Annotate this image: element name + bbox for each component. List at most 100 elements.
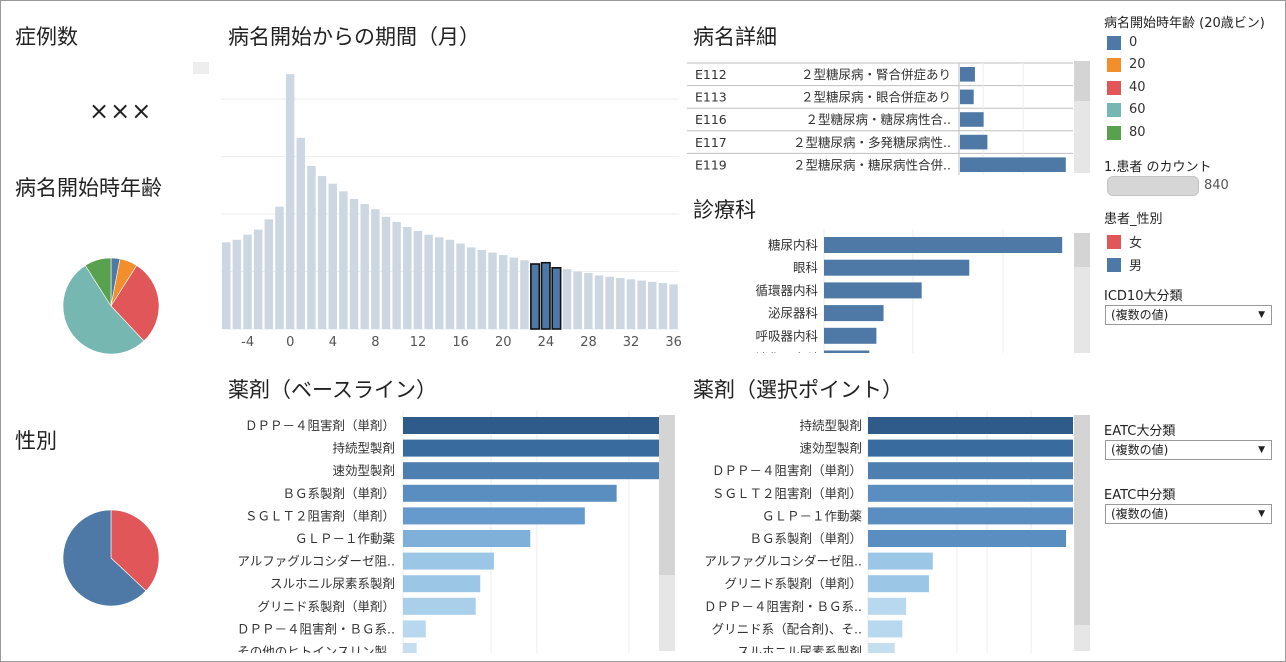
- bar[interactable]: [403, 417, 659, 434]
- bar[interactable]: [868, 597, 907, 615]
- histogram-bar[interactable]: [222, 242, 231, 329]
- histogram-bar[interactable]: [509, 257, 519, 329]
- histogram-bar[interactable]: [530, 263, 541, 330]
- bar[interactable]: [403, 643, 417, 653]
- disease-bar[interactable]: [960, 67, 975, 82]
- department-scrollbar[interactable]: [1074, 233, 1090, 353]
- bar[interactable]: [403, 530, 531, 547]
- disease-bar[interactable]: [960, 112, 984, 127]
- disease-bar[interactable]: [960, 89, 974, 105]
- bar[interactable]: [824, 305, 884, 322]
- bar[interactable]: [824, 237, 1063, 253]
- bar[interactable]: [824, 282, 922, 299]
- histogram-bar[interactable]: [584, 272, 593, 329]
- histogram-bar[interactable]: [520, 260, 529, 329]
- histogram-bar[interactable]: [605, 276, 614, 329]
- disease-bar[interactable]: [960, 134, 988, 150]
- pie-slice[interactable]: [84, 257, 112, 308]
- histogram-bar[interactable]: [488, 252, 497, 329]
- bar[interactable]: [824, 259, 970, 276]
- sex-legend-item[interactable]: 女: [1107, 232, 1142, 251]
- bar[interactable]: [403, 552, 494, 570]
- histogram-bar[interactable]: [413, 230, 423, 329]
- histogram-bar[interactable]: [424, 234, 433, 329]
- pie-slice[interactable]: [110, 265, 160, 342]
- disease-detail-table[interactable]: E112 ２型糖尿病・腎合併症あり E113 ２型糖尿病・眼合併症あり E116 ２型糖尿…: [687, 61, 1073, 175]
- bar[interactable]: [868, 439, 1073, 457]
- histogram-bar[interactable]: [626, 279, 636, 329]
- bar[interactable]: [403, 597, 476, 615]
- histogram-bar[interactable]: [232, 239, 242, 329]
- histogram-bar[interactable]: [296, 137, 306, 329]
- pie-slice[interactable]: [110, 509, 160, 592]
- bar[interactable]: [868, 575, 929, 593]
- histogram-bar[interactable]: [616, 278, 625, 329]
- age-legend-item[interactable]: 60: [1107, 102, 1146, 117]
- histogram-bar[interactable]: [403, 227, 412, 329]
- department-bar-chart[interactable]: 糖尿内科眼科循環器内科泌尿器科呼吸器内科消化器内科: [687, 229, 1073, 353]
- histogram-bar[interactable]: [264, 219, 274, 329]
- histogram-bar[interactable]: [594, 275, 604, 329]
- bar[interactable]: [868, 552, 933, 570]
- histogram-bar[interactable]: [243, 234, 252, 329]
- histogram-bar[interactable]: [477, 249, 487, 329]
- histogram-bar[interactable]: [371, 209, 380, 329]
- histogram-bar[interactable]: [637, 280, 646, 329]
- histogram-bar[interactable]: [445, 239, 455, 329]
- age-pie-chart[interactable]: [51, 246, 171, 366]
- histogram-bar[interactable]: [540, 261, 551, 330]
- histogram-bar[interactable]: [466, 247, 476, 329]
- histogram-bar[interactable]: [573, 271, 582, 329]
- histogram-bar[interactable]: [339, 191, 348, 329]
- histogram-bar[interactable]: [648, 281, 657, 329]
- drug-baseline-scrollbar[interactable]: [659, 415, 675, 651]
- eatc-mid-filter-dropdown[interactable]: (複数の値) ▼: [1105, 504, 1272, 524]
- bar[interactable]: [403, 575, 481, 593]
- bar[interactable]: [403, 507, 585, 525]
- histogram-bar[interactable]: [275, 206, 284, 329]
- bar[interactable]: [868, 462, 1073, 480]
- histogram-bar[interactable]: [360, 204, 369, 329]
- eatc-major-filter-dropdown[interactable]: (複数の値) ▼: [1105, 440, 1272, 460]
- histogram-bar[interactable]: [551, 267, 562, 330]
- disease-table-scrollbar[interactable]: [1074, 61, 1090, 173]
- bar[interactable]: [868, 620, 903, 638]
- bar[interactable]: [868, 643, 895, 653]
- drug-selected-scrollbar[interactable]: [1074, 415, 1090, 651]
- disease-bar[interactable]: [960, 157, 1066, 172]
- age-legend-item[interactable]: 20: [1107, 57, 1146, 72]
- sex-pie-chart[interactable]: [51, 498, 171, 618]
- histogram-bar[interactable]: [435, 237, 444, 329]
- histogram-bar[interactable]: [392, 221, 401, 329]
- histogram-bar[interactable]: [349, 199, 359, 329]
- histogram-bar[interactable]: [658, 283, 668, 329]
- bar[interactable]: [824, 327, 877, 344]
- histogram-bar[interactable]: [456, 243, 465, 329]
- pie-slice[interactable]: [62, 509, 147, 607]
- age-legend-item[interactable]: 0: [1107, 35, 1137, 50]
- age-legend-item[interactable]: 40: [1107, 80, 1146, 95]
- bar[interactable]: [868, 484, 1073, 502]
- bar[interactable]: [403, 462, 659, 480]
- bar[interactable]: [403, 439, 659, 457]
- histogram-bar[interactable]: [307, 165, 316, 329]
- bar[interactable]: [403, 620, 426, 638]
- bar[interactable]: [868, 417, 1073, 434]
- pie-slice[interactable]: [62, 265, 145, 355]
- histogram-bar[interactable]: [317, 176, 327, 329]
- bar[interactable]: [824, 350, 870, 354]
- histogram-bar[interactable]: [285, 74, 295, 329]
- bar[interactable]: [868, 530, 1067, 547]
- histogram-bar[interactable]: [328, 183, 337, 329]
- sex-legend-item[interactable]: 男: [1107, 255, 1142, 274]
- histogram-bar[interactable]: [253, 229, 263, 329]
- histogram-bar[interactable]: [562, 269, 572, 329]
- icd10-filter-dropdown[interactable]: (複数の値) ▼: [1105, 305, 1272, 325]
- histogram-bar[interactable]: [381, 216, 391, 329]
- histogram-bar[interactable]: [498, 255, 508, 329]
- bar[interactable]: [403, 484, 617, 502]
- histogram-bar[interactable]: [669, 284, 678, 329]
- period-histogram[interactable]: -4 0 4 8 12 16 20 24 28 32 36: [219, 61, 681, 353]
